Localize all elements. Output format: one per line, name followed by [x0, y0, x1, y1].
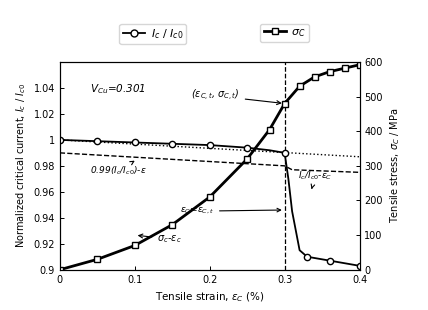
Legend: $\sigma_C$: $\sigma_C$ [260, 24, 309, 42]
Y-axis label: Tensile stress, $\sigma_C$ / MPa: Tensile stress, $\sigma_C$ / MPa [389, 108, 402, 224]
Text: $V_{Cu}$=0.301: $V_{Cu}$=0.301 [90, 82, 146, 96]
Text: 0.99($I_c$/$I_{c0}$)-$\varepsilon$: 0.99($I_c$/$I_{c0}$)-$\varepsilon$ [90, 161, 146, 177]
Text: $I_c$/$I_{c0}$-$\varepsilon_C$: $I_c$/$I_{c0}$-$\varepsilon_C$ [298, 170, 333, 188]
Text: $\sigma_c$-$\varepsilon_c$: $\sigma_c$-$\varepsilon_c$ [139, 233, 182, 245]
Text: ($\varepsilon_{C,t}$, $\sigma_{C,t}$): ($\varepsilon_{C,t}$, $\sigma_{C,t}$) [191, 88, 281, 104]
Y-axis label: Normalized critical current, $I_c$ / $I_{c0}$: Normalized critical current, $I_c$ / $I_… [14, 83, 28, 248]
X-axis label: Tensile strain, $\varepsilon_C$ (%): Tensile strain, $\varepsilon_C$ (%) [155, 290, 265, 304]
Text: $\varepsilon_C$=$\varepsilon_{C,t}$: $\varepsilon_C$=$\varepsilon_{C,t}$ [180, 206, 281, 216]
